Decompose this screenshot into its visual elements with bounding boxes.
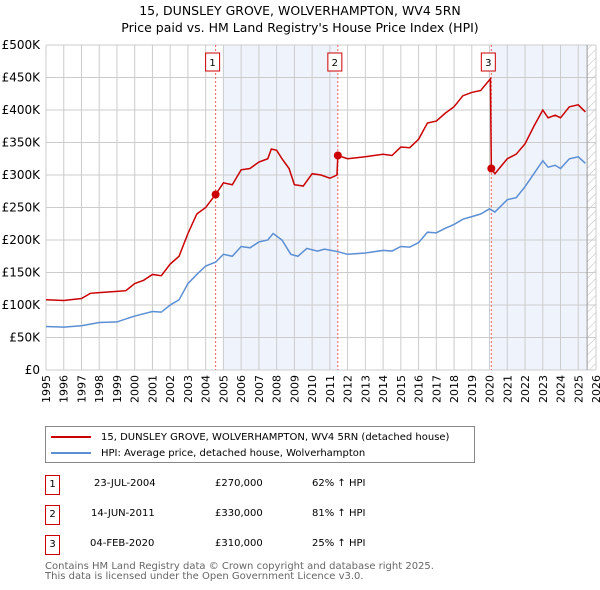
x-tick-label: 1998 (93, 375, 106, 403)
y-tick-label: £300K (2, 168, 42, 182)
series-line (45, 76, 586, 302)
sale-label-box (480, 52, 496, 72)
sale-point (333, 151, 342, 160)
sale-hpi: 62% ↑ HPI (312, 478, 366, 489)
x-tick-label: 2023 (537, 375, 550, 403)
sale-date: 04-FEB-2020 (90, 538, 155, 549)
x-tick-label: 2022 (519, 375, 532, 403)
x-tick-label: 2003 (182, 375, 195, 403)
x-tick-label: 2015 (395, 375, 408, 403)
x-tick-label: 2010 (306, 375, 319, 403)
x-tick-label: 2001 (146, 375, 159, 403)
y-tick-label: £450K (2, 71, 42, 85)
x-tick-label: 1996 (58, 375, 71, 403)
sale-label-box (205, 52, 221, 72)
x-tick-label: 2008 (271, 375, 284, 403)
y-tick-label: £400K (2, 103, 42, 117)
x-tick-label: 2011 (324, 375, 337, 403)
legend-item-hpi: HPI: Average price, detached house, Wolv… (46, 445, 365, 461)
sale-point (487, 164, 496, 173)
x-tick-label: 2009 (288, 375, 301, 403)
y-tick-label: £350K (2, 136, 42, 150)
x-tick-label: 1997 (75, 375, 88, 403)
x-tick-label: 2026 (590, 375, 600, 403)
sale-label: 2 (332, 58, 338, 69)
x-tick-label: 2021 (501, 375, 514, 403)
sale-price: £270,000 (215, 478, 263, 489)
x-tick-label: 2019 (466, 375, 479, 403)
x-tick-label: 2002 (164, 375, 177, 403)
sale-badge: 1 (45, 475, 60, 495)
x-tick-label: 2012 (342, 375, 355, 403)
sale-badge: 3 (45, 535, 60, 555)
y-tick-label: £100K (2, 298, 42, 312)
sale-date: 14-JUN-2011 (91, 508, 155, 519)
sale-label: 3 (485, 58, 491, 69)
x-tick-label: 2024 (555, 375, 568, 403)
sale-hpi: 25% ↑ HPI (312, 538, 366, 549)
sale-label: 1 (209, 58, 215, 69)
x-tick-label: 2000 (129, 375, 142, 403)
x-tick-label: 2017 (430, 375, 443, 403)
legend: 15, DUNSLEY GROVE, WOLVERHAMPTON, WV4 5R… (45, 426, 475, 463)
x-tick-label: 2005 (217, 375, 230, 403)
footer-licence: This data is licensed under the Open Gov… (45, 571, 364, 582)
x-tick-label: 2014 (377, 375, 390, 403)
y-tick-label: £50K (9, 331, 41, 345)
legend-swatch-red (51, 436, 91, 438)
sale-row: 3 04-FEB-2020 £310,000 25% ↑ HPI (45, 535, 475, 555)
footer-copyright: Contains HM Land Registry data © Crown c… (45, 561, 434, 572)
sale-row: 2 14-JUN-2011 £330,000 81% ↑ HPI (45, 505, 475, 525)
y-tick-label: £0 (25, 363, 40, 377)
sale-badge: 2 (45, 505, 60, 525)
x-tick-label: 1995 (40, 375, 53, 403)
x-tick-label: 2004 (200, 375, 213, 403)
sale-price: £330,000 (215, 508, 263, 519)
x-tick-label: 2013 (359, 375, 372, 403)
x-tick-label: 2025 (572, 375, 585, 403)
price-chart: 1995 1996 1997 1998 1999 2000 2001 2002 2003 2004… (2, 38, 600, 403)
sale-hpi: 81% ↑ HPI (312, 508, 366, 519)
x-tick-label: 2006 (235, 375, 248, 403)
legend-item-property: 15, DUNSLEY GROVE, WOLVERHAMPTON, WV4 5R… (46, 429, 449, 445)
y-tick-label: £250K (2, 201, 42, 215)
x-tick-label: 1999 (111, 375, 124, 403)
footer: Contains HM Land Registry data © Crown c… (45, 562, 434, 582)
chart-subtitle: Price paid vs. HM Land Registry's House … (121, 20, 479, 35)
y-tick-label: £200K (2, 233, 42, 247)
sale-price: £310,000 (215, 538, 263, 549)
y-tick-label: £500K (2, 38, 42, 52)
x-tick-label: 2016 (413, 375, 426, 403)
series-line (45, 155, 586, 328)
sale-point (211, 190, 220, 199)
legend-label: 15, DUNSLEY GROVE, WOLVERHAMPTON, WV4 5R… (101, 431, 450, 443)
legend-swatch-blue (51, 452, 91, 454)
x-tick-label: 2007 (253, 375, 266, 403)
sale-row: 1 23-JUL-2004 £270,000 62% ↑ HPI (45, 475, 475, 495)
y-tick-label: £150K (2, 266, 42, 280)
sale-date: 23-JUL-2004 (94, 478, 156, 489)
chart-title: 15, DUNSLEY GROVE, WOLVERHAMPTON, WV4 5R… (139, 3, 461, 18)
x-tick-label: 2018 (448, 375, 461, 403)
sale-label-box (327, 52, 343, 72)
legend-label: HPI: Average price, detached house, Wolv… (101, 447, 366, 459)
x-tick-label: 2020 (484, 375, 497, 403)
